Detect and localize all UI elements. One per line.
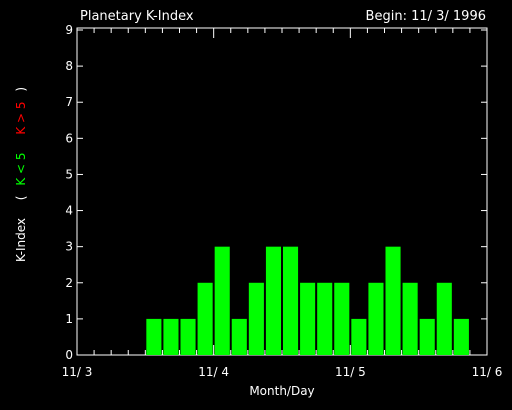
y-tick-label: 7	[65, 95, 73, 109]
y-ticks-group: 0 1 2 3 4 5 6 7 8 9	[65, 23, 487, 362]
plot-frame	[76, 27, 488, 356]
y-axis-label-paren-open: (	[14, 196, 28, 201]
kindex-bar	[300, 282, 316, 355]
kindex-bar	[351, 318, 367, 355]
kindex-bar	[146, 318, 162, 355]
x-axis-label: Month/Day	[249, 384, 314, 398]
kindex-bar	[265, 246, 281, 355]
x-ticks-group: 11/ 3 11/ 4 11/ 5 11/ 6	[62, 28, 503, 379]
kindex-bar	[214, 246, 230, 355]
y-axis-label-green: K < 5	[14, 152, 28, 185]
kindex-bar	[368, 282, 384, 355]
x-tick-label: 11/ 3	[62, 365, 93, 379]
y-axis-label-red: K > 5	[14, 101, 28, 134]
chart-title: Planetary K-Index	[80, 9, 194, 24]
y-axis-label: K-Index ( K < 5 K > 5 )	[14, 87, 28, 262]
kindex-bar	[163, 318, 179, 355]
kindex-bar	[180, 318, 196, 355]
x-tick-label: 11/ 6	[472, 365, 503, 379]
kindex-bar	[317, 282, 333, 355]
y-tick-label: 8	[65, 59, 73, 73]
y-tick-label: 9	[65, 23, 73, 37]
y-tick-label: 5	[65, 167, 73, 181]
kindex-bar	[436, 282, 452, 355]
bars-group	[146, 246, 469, 355]
x-tick-label: 11/ 5	[335, 365, 366, 379]
kindex-bar	[453, 318, 469, 355]
x-tick-label: 11/ 4	[198, 365, 229, 379]
chart-subtitle: Begin: 11/ 3/ 1996	[366, 9, 486, 24]
y-tick-label: 4	[65, 204, 73, 218]
kindex-bar	[419, 318, 435, 355]
y-axis-label-main: K-Index	[14, 218, 28, 262]
y-tick-label: 1	[65, 312, 73, 326]
kindex-bar	[231, 318, 247, 355]
y-tick-label: 0	[65, 348, 73, 362]
y-tick-label: 3	[65, 240, 73, 254]
kindex-bar	[402, 282, 418, 355]
y-tick-label: 6	[65, 131, 73, 145]
kindex-bar	[248, 282, 264, 355]
kindex-bar	[334, 282, 350, 355]
kindex-bar	[197, 282, 213, 355]
kindex-bar	[283, 246, 299, 355]
kindex-bar	[385, 246, 401, 355]
y-axis-label-paren-close: )	[14, 87, 28, 92]
y-tick-label: 2	[65, 276, 73, 290]
